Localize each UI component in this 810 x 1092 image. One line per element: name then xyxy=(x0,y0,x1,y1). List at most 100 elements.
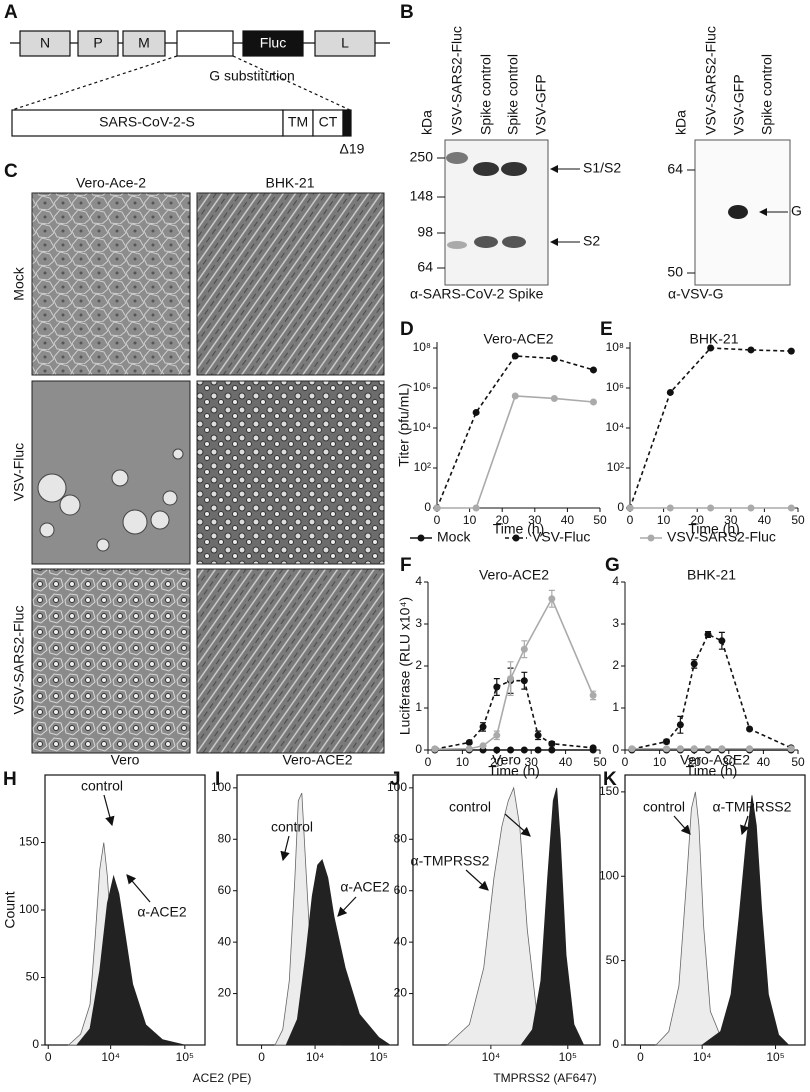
marker-label: 148 xyxy=(410,188,434,204)
data-point xyxy=(746,745,754,753)
y-tick-label: 4 xyxy=(415,574,422,588)
series-line xyxy=(437,395,594,509)
series-line xyxy=(436,355,594,509)
data-point xyxy=(507,675,515,683)
histogram xyxy=(655,791,738,1046)
row-label: VSV-Fluc xyxy=(11,443,27,501)
legend-marker xyxy=(647,534,655,542)
data-point xyxy=(589,366,597,374)
insert-label: SARS-CoV-2-S xyxy=(99,114,195,130)
x-tick-label: 10 xyxy=(653,755,667,769)
data-point xyxy=(676,745,684,753)
gene-label: P xyxy=(93,35,102,51)
panel-label: B xyxy=(400,2,414,23)
annotation: control xyxy=(81,778,123,794)
y-tick-label: 10² xyxy=(414,460,431,474)
chart-title: Vero-ACE2 xyxy=(483,331,553,347)
lane-label: Spike control xyxy=(505,54,521,135)
insert-label: CT xyxy=(319,114,338,130)
cell-cluster xyxy=(122,509,148,535)
data-point xyxy=(787,347,795,355)
y-tick-label: 2 xyxy=(612,658,619,672)
legend-label: VSV-SARS2-Fluc xyxy=(667,529,776,545)
annotation-arrow xyxy=(465,869,489,891)
y-tick-label: 100 xyxy=(387,780,407,794)
chart-title: Vero-ACE2 xyxy=(680,752,750,768)
data-point xyxy=(431,745,439,753)
y-tick-label: 10⁴ xyxy=(412,420,431,434)
legend-marker xyxy=(417,534,425,542)
genome-map xyxy=(10,30,390,137)
x-tick-label: 30 xyxy=(528,513,542,527)
x-axis-label: Time (h) xyxy=(493,521,545,537)
y-tick-label: 10⁶ xyxy=(606,380,624,394)
x-tick-label: 20 xyxy=(496,513,510,527)
lane-label: VSV-GFP xyxy=(731,74,747,135)
x-tick-label: 20 xyxy=(490,755,504,769)
y-axis-label: Count xyxy=(2,891,18,928)
x-tick-label: 10 xyxy=(657,513,671,527)
series-line xyxy=(434,679,594,750)
insert-box xyxy=(342,109,352,137)
gene-box xyxy=(77,30,119,57)
x-tick-label: 0 xyxy=(425,755,432,769)
x-tick-label: 10 xyxy=(463,513,477,527)
x-tick-label: 20 xyxy=(688,755,702,769)
x-tick-label: 10⁵ xyxy=(176,1050,194,1064)
legend-label: VSV-Fluc xyxy=(532,529,590,545)
cell-cluster xyxy=(162,490,178,506)
series-line xyxy=(629,347,792,509)
insert-box xyxy=(11,109,284,137)
data-point xyxy=(550,354,558,362)
data-point xyxy=(550,394,558,402)
chart-title: BHK-21 xyxy=(687,567,736,583)
data-point xyxy=(704,631,712,638)
annotation: α-TMPRSS2 xyxy=(411,853,490,869)
data-point xyxy=(511,392,519,400)
y-tick-label: 100 xyxy=(211,780,231,794)
x-tick-label: 30 xyxy=(724,513,738,527)
data-point xyxy=(548,595,556,603)
y-tick-label: 40 xyxy=(218,934,232,948)
x-axis-label: ACE2 (PE) xyxy=(193,1071,252,1085)
micrograph xyxy=(31,192,191,376)
x-tick-label: 40 xyxy=(561,513,575,527)
panel-label: G xyxy=(605,555,620,576)
zoom-line xyxy=(11,55,178,111)
data-point xyxy=(746,725,754,733)
data-point xyxy=(472,408,480,416)
data-point xyxy=(626,504,634,512)
blot-band xyxy=(474,236,498,248)
legend-marker xyxy=(512,534,520,542)
y-tick-label: 0 xyxy=(415,742,422,756)
gene-label: N xyxy=(40,35,50,51)
data-point xyxy=(507,746,515,754)
cell-cluster xyxy=(172,448,184,460)
data-point xyxy=(787,504,795,512)
data-point xyxy=(465,738,473,746)
y-tick-label: 1 xyxy=(612,700,619,714)
row-label: Mock xyxy=(11,266,27,300)
blot-band xyxy=(473,162,499,176)
x-tick-label: 10 xyxy=(456,755,470,769)
series-line xyxy=(434,596,594,750)
y-tick-label: 50 xyxy=(606,953,620,967)
cell-cluster xyxy=(111,469,129,487)
blot-band xyxy=(447,241,467,249)
marker-label: 50 xyxy=(667,264,683,280)
data-point xyxy=(663,745,671,753)
micrograph xyxy=(31,380,191,565)
data-point xyxy=(663,738,671,746)
data-point xyxy=(707,504,715,512)
blot-unit: kDa xyxy=(419,110,435,135)
x-tick-label: 10⁵ xyxy=(766,1050,784,1064)
panel-label: J xyxy=(390,769,401,790)
micrograph-grid xyxy=(31,192,385,754)
annotation-arrow xyxy=(337,896,357,917)
plot-frame xyxy=(624,774,806,1046)
panel-label: F xyxy=(400,555,412,576)
chart: Vero Count ACE2 (PE) 0 10⁴ 10⁵ 0 50 100 150 contro… xyxy=(2,752,252,1085)
cell-cluster xyxy=(96,538,110,552)
